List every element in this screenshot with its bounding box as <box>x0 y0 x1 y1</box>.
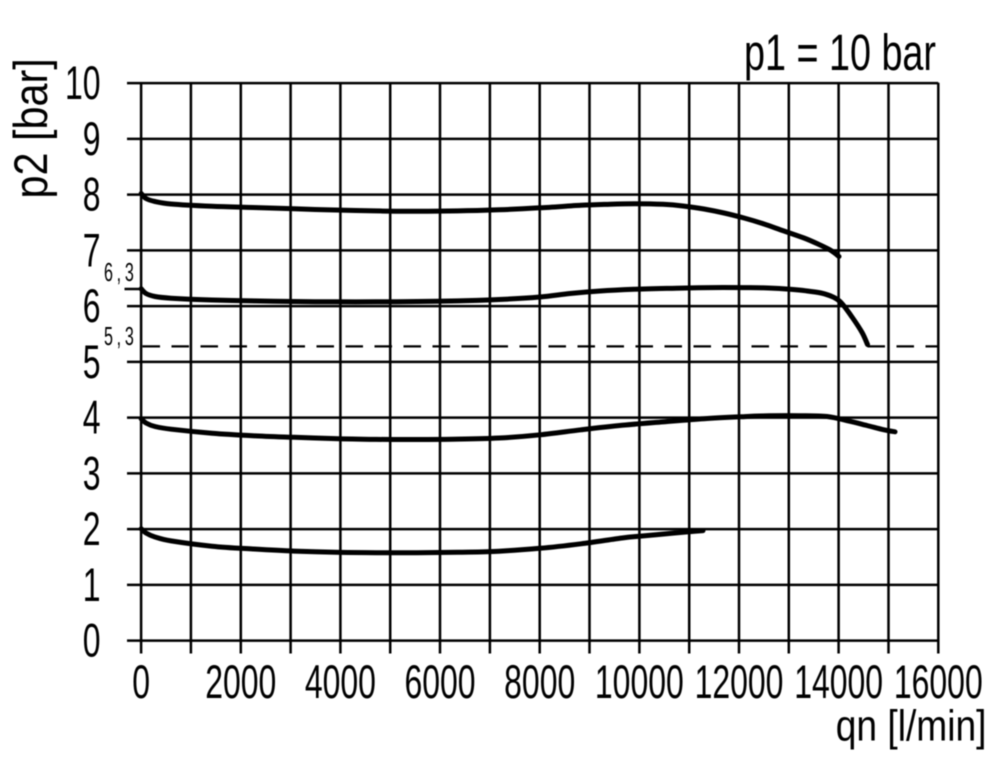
svg-text:6: 6 <box>83 280 101 333</box>
svg-text:p2 [bar]: p2 [bar] <box>6 58 58 198</box>
svg-text:5,3: 5,3 <box>104 321 138 351</box>
svg-text:0: 0 <box>132 656 150 709</box>
svg-text:6,3: 6,3 <box>104 257 138 287</box>
svg-text:4000: 4000 <box>305 656 376 709</box>
svg-text:0: 0 <box>83 615 101 668</box>
svg-text:3: 3 <box>83 447 101 500</box>
svg-text:9: 9 <box>83 113 101 166</box>
svg-text:2000: 2000 <box>205 656 276 709</box>
svg-text:qn [l/min]: qn [l/min] <box>836 701 987 751</box>
svg-text:6000: 6000 <box>405 656 476 709</box>
svg-text:12000: 12000 <box>695 656 784 709</box>
svg-text:8: 8 <box>83 169 101 222</box>
svg-text:7: 7 <box>83 224 101 277</box>
svg-text:16000: 16000 <box>894 656 983 709</box>
svg-text:2: 2 <box>83 503 101 556</box>
svg-text:5: 5 <box>83 336 101 389</box>
svg-text:4: 4 <box>83 392 101 445</box>
svg-text:p1 = 10 bar: p1 = 10 bar <box>744 23 936 81</box>
svg-text:1: 1 <box>83 559 101 612</box>
svg-text:8000: 8000 <box>504 656 575 709</box>
svg-text:14000: 14000 <box>794 656 883 709</box>
svg-text:10000: 10000 <box>595 656 684 709</box>
svg-text:10: 10 <box>65 57 101 110</box>
